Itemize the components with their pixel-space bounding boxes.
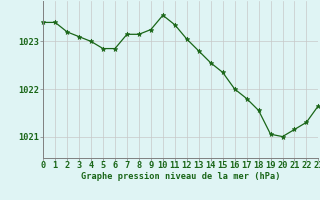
X-axis label: Graphe pression niveau de la mer (hPa): Graphe pression niveau de la mer (hPa)	[81, 172, 281, 181]
